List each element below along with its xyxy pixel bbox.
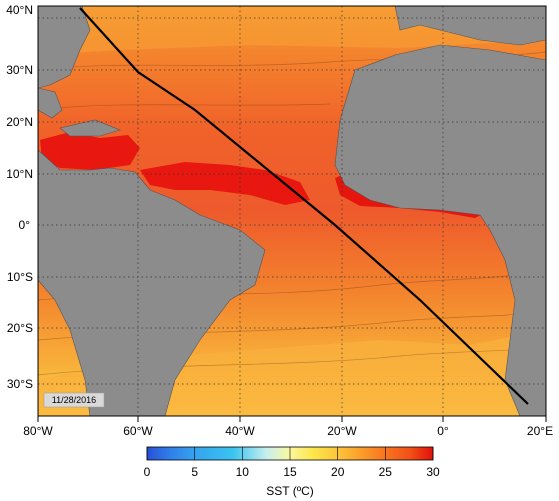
land-florida [38, 87, 63, 119]
warm-pool-caribbean [40, 132, 140, 170]
colorbar-tick-label: 10 [236, 465, 250, 479]
lat-label: 40°N [6, 3, 33, 17]
lon-label: 0° [437, 424, 449, 438]
date-stamp-box [43, 392, 105, 408]
ship-track-line [79, 7, 529, 405]
date-stamp: 11/28/2016 [52, 395, 96, 405]
lat-label: 0° [19, 218, 31, 232]
lat-label: 30°N [6, 63, 33, 77]
lon-label: 40°W [225, 424, 255, 438]
land-masses [38, 6, 546, 416]
colorbar-tick-label: 25 [379, 465, 393, 479]
lon-label: 20°E [527, 424, 553, 438]
lat-label: 10°S [7, 270, 33, 284]
land-north-america [38, 6, 91, 89]
colorbar-tick-label: 30 [426, 465, 440, 479]
lon-label: 80°W [23, 424, 53, 438]
longitude-labels: 80°W 60°W 40°W 20°W 0° 20°E [23, 424, 553, 438]
lon-label: 20°W [327, 424, 357, 438]
lat-label: 30°S [7, 377, 33, 391]
land-central-america [38, 149, 266, 416]
axis-ticks [37, 416, 547, 422]
colorbar-tick-label: 20 [331, 465, 345, 479]
colorbar-tick-label: 15 [283, 465, 297, 479]
lat-label: 10°N [6, 167, 33, 181]
colorbar-ticks [146, 447, 434, 460]
land-africa [334, 44, 546, 416]
colorbar-labels: 0 5 10 15 20 25 30 [144, 465, 440, 479]
land-cuba [59, 119, 121, 137]
graticule [38, 6, 546, 416]
latitude-labels: 40°N 30°N 20°N 10°N 0° 10°S 20°S 30°S [6, 3, 33, 391]
colorbar-tick-label: 0 [144, 465, 151, 479]
colorbar-title: SST (ºC) [266, 484, 314, 498]
lat-label: 20°S [7, 321, 33, 335]
lon-label: 60°W [123, 424, 153, 438]
map-frame [37, 5, 547, 417]
colorbar-tick-label: 5 [191, 465, 198, 479]
lat-label: 20°N [6, 115, 33, 129]
land-europe [394, 6, 546, 46]
warm-pool-amazon-plume [140, 162, 310, 205]
